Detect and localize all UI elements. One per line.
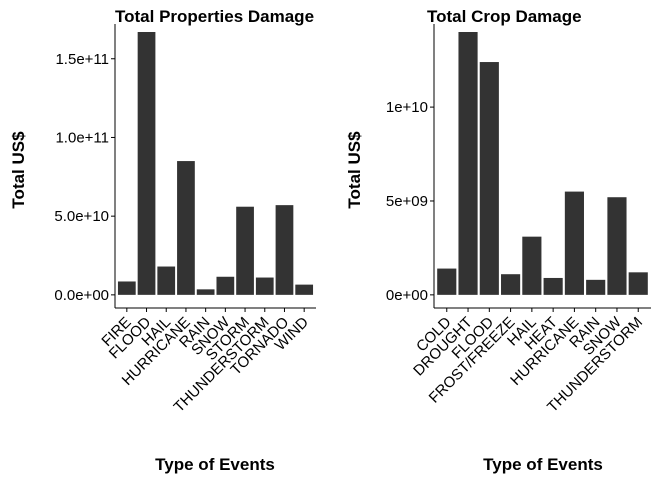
- chart-title: Total Properties Damage: [115, 7, 314, 26]
- y-tick-label: 1e+10: [386, 99, 428, 116]
- bar-rain: [586, 279, 606, 295]
- bar-storm: [236, 206, 254, 295]
- x-axis-title: Type of Events: [483, 455, 603, 474]
- bar-cold: [437, 268, 457, 295]
- bar-hail: [522, 236, 542, 295]
- bar-snow: [216, 276, 235, 295]
- bar-flood: [137, 32, 156, 295]
- y-tick-label: 1.0e+11: [55, 129, 109, 146]
- y-tick-label: 0.0e+00: [54, 287, 109, 304]
- bar-hail: [157, 266, 176, 295]
- y-tick-label: 1.5e+11: [55, 51, 109, 68]
- x-axis-title: Type of Events: [155, 455, 275, 474]
- crop-damage-chart: Total Crop Damage Total US$ Type of Even…: [345, 7, 651, 474]
- bar-drought: [458, 32, 478, 295]
- bar-frost-freeze: [501, 274, 521, 295]
- bar-rain: [196, 289, 215, 295]
- bar-thunderstorm: [628, 272, 648, 295]
- bar-snow: [607, 197, 627, 295]
- bar-thunderstorm: [255, 277, 274, 295]
- bar-hurricane: [177, 161, 195, 295]
- bar-fire: [117, 281, 136, 295]
- chart-title: Total Crop Damage: [427, 7, 582, 26]
- y-tick-label: 5.0e+10: [54, 208, 109, 225]
- bar-hurricane: [564, 191, 584, 295]
- y-tick-label: 0e+00: [386, 287, 428, 304]
- bar-heat: [543, 277, 563, 295]
- properties-damage-chart: Total Properties Damage Total US$ Type o…: [9, 7, 316, 474]
- y-axis-title: Total US$: [345, 131, 364, 209]
- bar-flood: [479, 62, 499, 295]
- y-tick-label: 5e+09: [386, 193, 428, 210]
- bar-tornado: [275, 205, 294, 295]
- y-axis-title: Total US$: [9, 131, 28, 209]
- bar-wind: [295, 284, 314, 295]
